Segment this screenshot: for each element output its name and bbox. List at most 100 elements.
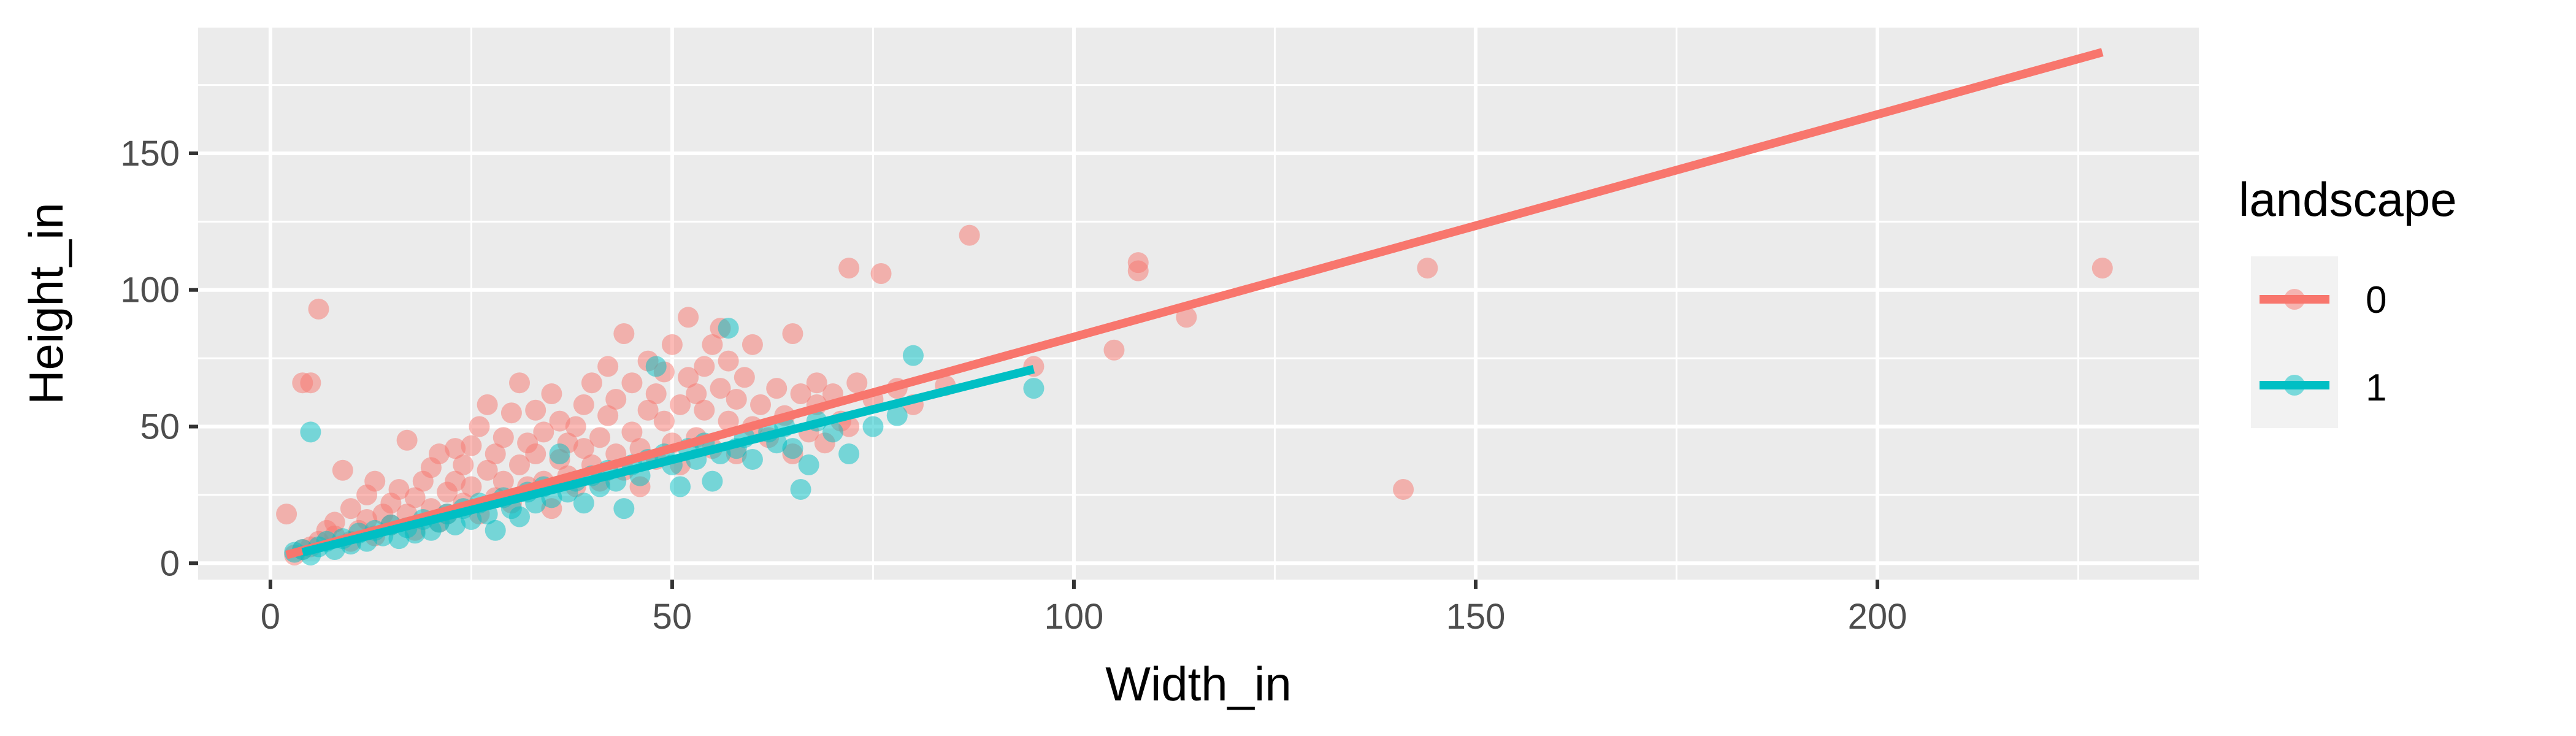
data-point-series-0 (838, 416, 860, 437)
data-point-series-0 (533, 421, 554, 443)
data-point-series-0 (678, 307, 699, 328)
x-tick-label: 150 (1446, 597, 1506, 637)
data-point-series-0 (710, 378, 731, 399)
data-point-series-1 (902, 345, 924, 366)
legend-point-0 (2284, 289, 2305, 310)
data-point-series-0 (742, 334, 763, 355)
data-point-series-0 (364, 470, 386, 492)
data-point-series-0 (573, 438, 594, 459)
x-tick-label: 200 (1848, 597, 1907, 637)
data-point-series-0 (597, 356, 619, 377)
data-point-series-1 (718, 318, 739, 339)
data-point-series-0 (661, 334, 683, 355)
legend-point-1 (2284, 375, 2305, 396)
data-point-series-0 (1176, 307, 1197, 328)
data-point-series-0 (653, 410, 675, 432)
data-point-series-0 (276, 504, 297, 525)
data-point-series-0 (469, 416, 490, 437)
data-point-series-0 (718, 350, 739, 372)
data-point-series-0 (388, 478, 410, 500)
data-point-series-0 (766, 378, 788, 399)
x-tick-label: 100 (1045, 597, 1104, 637)
data-point-series-0 (429, 443, 450, 465)
data-point-series-0 (597, 405, 619, 426)
data-point-series-0 (726, 388, 747, 410)
legend-label-1: 1 (2366, 367, 2386, 409)
axes: 0 50 100 150 200 0 50 100 150 (120, 134, 1907, 637)
data-point-series-0 (613, 323, 635, 345)
data-point-series-1 (886, 405, 908, 426)
data-point-series-0 (959, 224, 980, 246)
data-point-series-0 (678, 367, 699, 388)
data-point-series-0 (493, 470, 514, 492)
data-point-series-0 (549, 410, 570, 432)
data-point-series-0 (702, 334, 723, 355)
data-point-series-0 (1127, 252, 1149, 274)
data-point-series-0 (461, 435, 482, 456)
data-point-series-0 (637, 399, 659, 421)
data-point-series-0 (445, 438, 466, 459)
data-point-series-0 (525, 443, 546, 465)
y-axis-title: Height_in (19, 202, 73, 405)
data-point-series-0 (806, 372, 827, 394)
data-point-series-0 (589, 427, 611, 448)
data-point-series-1 (838, 443, 860, 465)
data-point-series-0 (621, 372, 643, 394)
data-point-series-0 (493, 427, 514, 448)
data-point-series-1 (670, 476, 691, 497)
data-point-series-0 (750, 394, 772, 415)
data-point-series-0 (1417, 258, 1438, 279)
legend-keys (2260, 289, 2329, 396)
data-point-series-0 (509, 454, 531, 475)
data-point-series-0 (461, 476, 482, 497)
fit-lines (285, 48, 2104, 559)
data-point-series-1 (300, 421, 321, 443)
data-point-series-0 (870, 263, 892, 284)
data-point-series-1 (485, 519, 506, 541)
data-point-series-0 (404, 487, 426, 508)
data-point-series-0 (509, 372, 531, 394)
data-point-series-0 (846, 372, 868, 394)
data-point-series-0 (324, 512, 345, 533)
data-point-series-0 (581, 372, 602, 394)
data-point-series-0 (645, 383, 667, 405)
data-point-series-0 (500, 402, 522, 424)
data-point-series-0 (734, 367, 755, 388)
data-point-series-0 (838, 258, 860, 279)
data-point-series-0 (525, 399, 546, 421)
data-point-series-1 (742, 448, 763, 470)
data-point-series-0 (300, 372, 321, 394)
data-point-series-0 (485, 443, 506, 465)
data-point-series-1 (613, 498, 635, 519)
data-point-series-0 (565, 416, 586, 437)
data-point-series-0 (718, 410, 739, 432)
data-point-series-0 (694, 399, 715, 421)
data-point-series-0 (477, 459, 498, 481)
legend-label-0: 0 (2366, 279, 2386, 321)
data-point-series-0 (340, 498, 361, 519)
data-point-series-0 (477, 394, 498, 415)
x-tick-label: 50 (653, 597, 692, 637)
data-point-series-1 (790, 478, 811, 500)
data-point-series-1 (702, 470, 723, 492)
data-point-series-0 (621, 421, 643, 443)
data-point-series-1 (798, 454, 819, 475)
y-tick-label: 0 (160, 543, 180, 583)
data-point-series-0 (453, 454, 474, 475)
y-tick-label: 50 (140, 407, 180, 447)
data-point-series-0 (790, 383, 811, 405)
legend-title: landscape (2239, 172, 2457, 226)
data-point-series-1 (1023, 378, 1045, 399)
fit-line-series-1 (301, 365, 1035, 557)
data-point-series-0 (686, 383, 707, 405)
data-point-series-0 (2091, 258, 2113, 279)
data-point-series-0 (605, 388, 627, 410)
legend: landscape 0 1 (2239, 172, 2457, 428)
data-point-series-0 (573, 394, 594, 415)
data-point-series-1 (549, 443, 570, 465)
data-point-series-1 (782, 438, 803, 459)
data-point-series-1 (862, 416, 884, 437)
x-tick-label: 0 (261, 597, 280, 637)
y-tick-label: 100 (120, 270, 180, 310)
